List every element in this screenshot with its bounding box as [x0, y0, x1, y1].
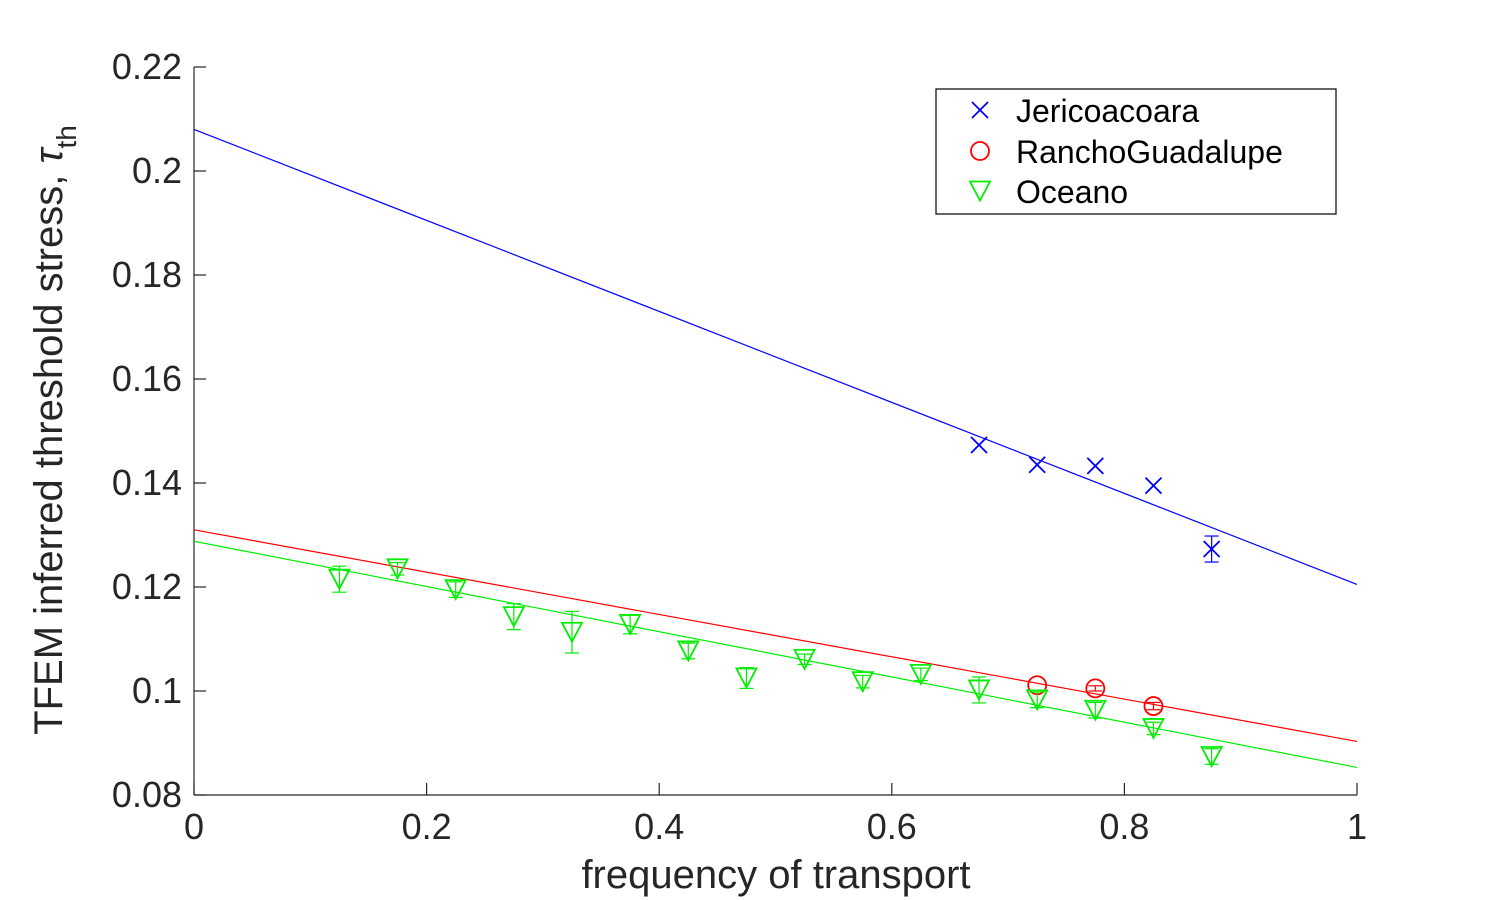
ranchoguadalupe-fit-line: [193, 529, 1358, 743]
axes: [193, 66, 1358, 796]
legend-marker-oceano: [968, 180, 992, 203]
error-bar: [913, 667, 928, 682]
y-tick-label: 0.12: [112, 566, 182, 607]
jericoacoara-point: [1086, 457, 1104, 475]
oceano-point: [1083, 699, 1107, 722]
oceano-point: [618, 614, 642, 636]
error-bar: [390, 561, 405, 576]
y-tick-label: 0.18: [112, 254, 182, 295]
error-bar: [1088, 685, 1103, 692]
oceano-point: [1141, 718, 1165, 740]
legend-marker-ranchoguadalupe: [970, 141, 990, 161]
legend-label-oceano: Oceano: [1016, 174, 1128, 210]
x-marker-stroke: [1028, 456, 1046, 474]
y-tick-label: 0.2: [132, 150, 182, 191]
y-axis-label-subscript: th: [51, 125, 82, 148]
oceano-point: [1200, 746, 1224, 768]
legend: Jericoacoara RanchoGuadalupe Oceano: [935, 88, 1337, 215]
oceano-point: [444, 579, 468, 602]
oceano-point: [851, 671, 875, 694]
jericoacoara-fit-line: [193, 128, 1358, 585]
oceano-point: [560, 621, 584, 644]
y-tick-label: 0.22: [112, 46, 182, 87]
jericoacoara-point: [1028, 456, 1046, 474]
tick-labels: 0 0.2 0.4 0.6 0.8 1 0.08 0.1 0.12 0.14 0.16 0.18 0.2…: [112, 46, 1367, 847]
oceano-series: [327, 558, 1224, 768]
y-tick-label: 0.1: [132, 670, 182, 711]
y-axis-label-group: TFEM inferred threshold stress, τth: [27, 125, 82, 735]
oceano-point: [327, 568, 351, 591]
x-axis-label: frequency of transport: [581, 853, 970, 897]
legend-box: [935, 88, 1337, 215]
x-marker-stroke: [1086, 457, 1104, 475]
jericoacoara-point: [970, 436, 988, 454]
x-tick-label: 0.8: [1099, 806, 1149, 847]
y-tick-label: 0.14: [112, 462, 182, 503]
error-bar: [1146, 721, 1161, 736]
fit-lines: [193, 128, 1358, 769]
jericoacoara-point: [1144, 476, 1163, 495]
oceano-point: [676, 640, 700, 663]
x-tick-label: 0.4: [634, 806, 684, 847]
oceano-point: [967, 679, 991, 702]
error-bar: [797, 653, 812, 666]
jericoacoara-point: [1202, 540, 1221, 558]
error-bar: [855, 674, 870, 689]
ranchoguadalupe-point: [1085, 678, 1106, 699]
y-tick-label: 0.16: [112, 358, 182, 399]
legend-label-jericoacoara: Jericoacoara: [1016, 93, 1199, 129]
x-marker-stroke: [970, 436, 988, 454]
x-tick-label: 0: [184, 806, 204, 847]
y-axis-label: TFEM inferred threshold stress, τth: [27, 125, 82, 735]
x-tick-label: 0.6: [867, 806, 917, 847]
y-axis-label-text: TFEM inferred threshold stress,: [27, 164, 71, 735]
x-marker-stroke: [1202, 540, 1221, 558]
oceano-point: [734, 667, 758, 690]
y-axis-label-symbol: τ: [27, 146, 71, 164]
x-tick-label: 1: [1347, 806, 1367, 847]
error-bar: [1146, 701, 1161, 711]
data-points: [327, 436, 1224, 768]
oceano-fit-line: [193, 540, 1358, 769]
ranchoguadalupe-series: [1027, 675, 1164, 716]
oceano-point: [909, 663, 933, 686]
oceano-point: [502, 606, 526, 629]
x-marker-stroke: [971, 101, 989, 119]
y-tick-label: 0.08: [112, 774, 182, 815]
ranchoguadalupe-point: [1143, 696, 1164, 716]
oceano-point: [386, 558, 410, 581]
oceano-point: [1025, 689, 1049, 712]
legend-markers: [968, 101, 992, 203]
error-bar: [564, 610, 579, 654]
x-marker-stroke: [1144, 476, 1163, 495]
jericoacoara-series: [970, 436, 1221, 563]
x-tick-label: 0.2: [402, 806, 452, 847]
oceano-point: [793, 648, 817, 671]
legend-marker-jericoacoara: [971, 101, 989, 119]
legend-label-ranchoguadalupe: RanchoGuadalupe: [1016, 134, 1283, 170]
